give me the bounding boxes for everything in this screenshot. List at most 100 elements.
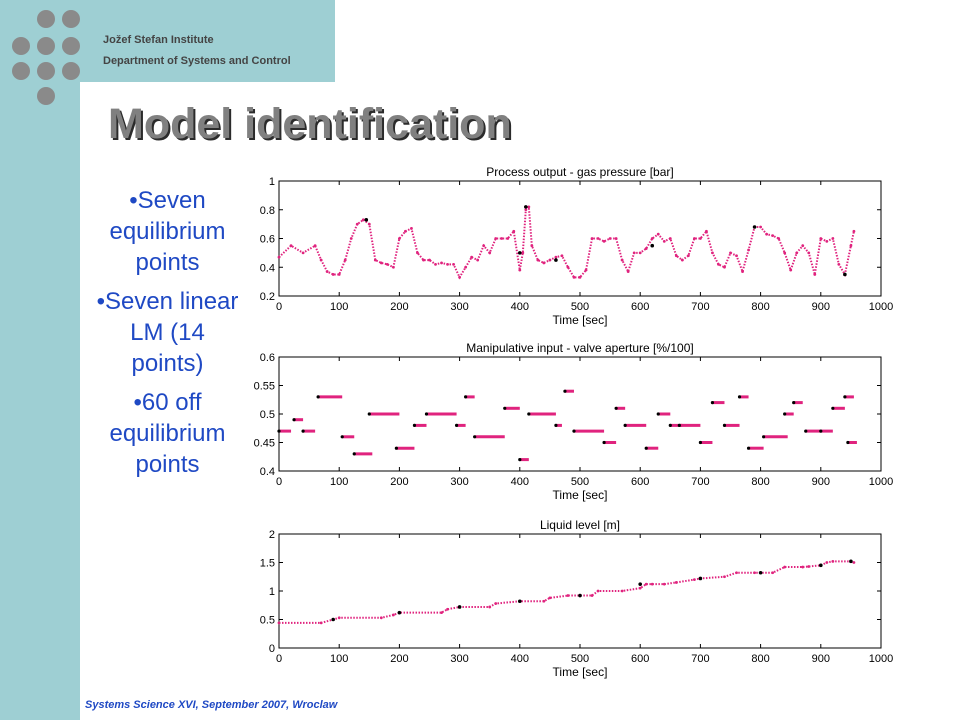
x-tick-label: 500 [571,653,589,665]
data-point [428,258,431,262]
bullet-item: •60 off equilibrium points [109,389,226,478]
data-point [500,237,504,240]
institute-name: Jožef Stefan Institute [103,34,214,46]
y-tick-label: 1 [269,586,275,598]
segment-start-point [746,446,751,450]
segment-start-point [614,406,618,410]
data-point [548,258,552,262]
x-tick-label: 900 [812,653,830,665]
data-point [289,244,293,248]
data-point [783,565,787,569]
segment-start-point [762,435,766,439]
chart-title: Manipulative input - valve aperture [%/1… [466,341,693,355]
chart-frame [278,180,882,297]
x-tick-label: 700 [691,653,709,665]
segment-start-point [301,429,305,433]
data-point [831,237,835,240]
x-tick-label: 100 [330,653,348,665]
bullet-list: •Seven equilibrium points •Seven linear … [95,185,240,488]
data-point [398,237,401,240]
data-point [379,616,383,620]
x-tick-label: 400 [511,653,529,665]
data-point [457,605,462,609]
data-point [440,611,443,615]
segment-start-point [846,440,850,445]
x-tick-label: 1000 [869,476,893,488]
segment-start-point [804,429,808,433]
data-point [470,255,474,259]
data-point [717,262,720,266]
x-tick-label: 400 [511,476,529,488]
data-point [422,258,425,262]
data-point [819,237,823,240]
x-tick-label: 800 [751,301,769,313]
data-point [674,254,678,258]
x-tick-label: 300 [450,476,468,488]
data-point [668,237,672,240]
segment-start-point [316,395,320,399]
data-point [319,258,323,262]
data-point [747,248,750,252]
data-point [662,582,666,586]
data-point [367,222,371,226]
data-point [373,258,377,262]
data-point [590,237,594,240]
segment-start-point [367,412,371,416]
data-point [711,251,714,255]
data-point [692,237,696,240]
data-point [277,255,281,259]
left-sidebar-band [0,0,80,720]
segment-start-point [394,446,398,450]
data-point [566,265,570,269]
segment-start-point [819,429,823,433]
segment-start-point [668,423,672,427]
segment-start-point [722,423,727,427]
y-tick-label: 0 [269,643,275,655]
data-point [741,270,744,273]
segment-start-point [292,418,296,422]
data-point [662,239,666,243]
data-point [638,582,642,586]
data-point [783,251,787,255]
x-tick-label: 600 [631,476,649,488]
data-point [488,251,492,255]
data-point [560,254,564,258]
x-tick-label: 700 [691,301,709,313]
footer-caption: Systems Science XVI, September 2007, Wro… [85,699,338,711]
data-point [331,273,335,276]
x-tick-label: 500 [571,476,589,488]
data-point [361,218,365,222]
data-point [825,561,829,564]
data-point [723,575,726,579]
data-point [753,571,756,575]
data-point [337,273,341,276]
data-point [752,225,757,229]
data-point [819,563,823,568]
data-point [488,605,492,609]
x-tick-label: 900 [812,301,830,313]
data-point [638,251,642,255]
data-point [813,273,817,276]
y-tick-label: 0.2 [260,291,275,303]
data-point [518,599,522,604]
segment-start-point [340,435,344,439]
x-tick-label: 600 [631,653,649,665]
data-point [512,229,516,233]
slide-title: Model identification [108,100,512,148]
data-point [759,225,762,229]
data-point [554,255,558,259]
decorative-circles-logo [12,10,80,105]
data-point [596,589,600,593]
data-point [723,265,726,269]
data-point [301,251,305,255]
y-tick-label: 0.5 [260,409,275,421]
bullet-item: •Seven linear LM (14 points) [96,288,239,377]
data-point [852,561,856,564]
data-point [277,621,281,625]
data-point [434,262,437,266]
segment-start-point [792,401,796,405]
bullet-item: •Seven equilibrium points [109,187,226,276]
data-point [602,239,606,243]
data-point [650,243,655,248]
